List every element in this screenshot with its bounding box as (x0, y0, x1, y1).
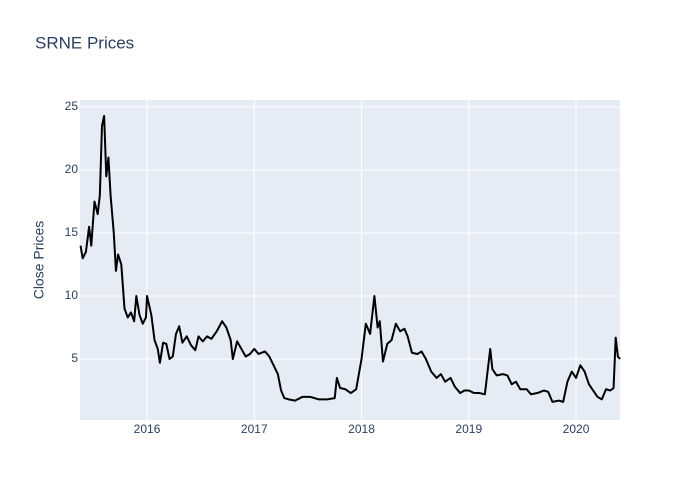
x-tick-label: 2016 (134, 422, 161, 436)
chart-title: SRNE Prices (35, 33, 134, 52)
y-tick-label: 20 (65, 162, 79, 176)
x-tick-label: 2020 (563, 422, 590, 436)
y-tick-label: 25 (65, 99, 79, 113)
x-tick-label: 2017 (241, 422, 268, 436)
y-tick-label: 5 (71, 351, 78, 365)
price-line (79, 114, 621, 403)
x-tick-label: 2018 (348, 422, 375, 436)
plot-area (80, 100, 620, 420)
x-tick-label: 2019 (455, 422, 482, 436)
y-tick-label: 10 (65, 288, 79, 302)
y-tick-label: 15 (65, 225, 79, 239)
y-axis-title: Close Prices (31, 221, 47, 300)
